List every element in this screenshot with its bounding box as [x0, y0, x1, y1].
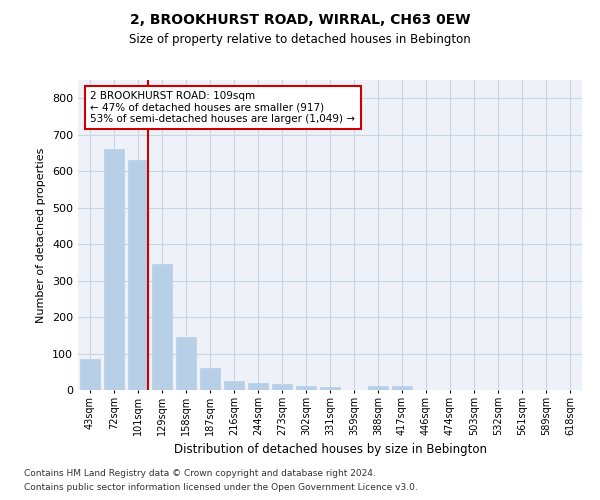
Y-axis label: Number of detached properties: Number of detached properties [37, 148, 46, 322]
Text: Contains HM Land Registry data © Crown copyright and database right 2024.: Contains HM Land Registry data © Crown c… [24, 468, 376, 477]
Text: Contains public sector information licensed under the Open Government Licence v3: Contains public sector information licen… [24, 484, 418, 492]
Bar [104, 150, 124, 390]
Bar [80, 359, 100, 390]
Bar [368, 386, 388, 390]
Bar [272, 384, 292, 390]
Bar [296, 386, 316, 390]
Bar [176, 337, 196, 390]
Bar [200, 368, 220, 390]
Text: Size of property relative to detached houses in Bebington: Size of property relative to detached ho… [129, 32, 471, 46]
Bar [224, 381, 244, 390]
X-axis label: Distribution of detached houses by size in Bebington: Distribution of detached houses by size … [173, 444, 487, 456]
Bar [392, 386, 412, 390]
Text: 2, BROOKHURST ROAD, WIRRAL, CH63 0EW: 2, BROOKHURST ROAD, WIRRAL, CH63 0EW [130, 12, 470, 26]
Text: 2 BROOKHURST ROAD: 109sqm
← 47% of detached houses are smaller (917)
53% of semi: 2 BROOKHURST ROAD: 109sqm ← 47% of detac… [91, 91, 355, 124]
Bar [248, 382, 268, 390]
Bar [128, 160, 148, 390]
Bar [152, 264, 172, 390]
Bar [320, 387, 340, 390]
